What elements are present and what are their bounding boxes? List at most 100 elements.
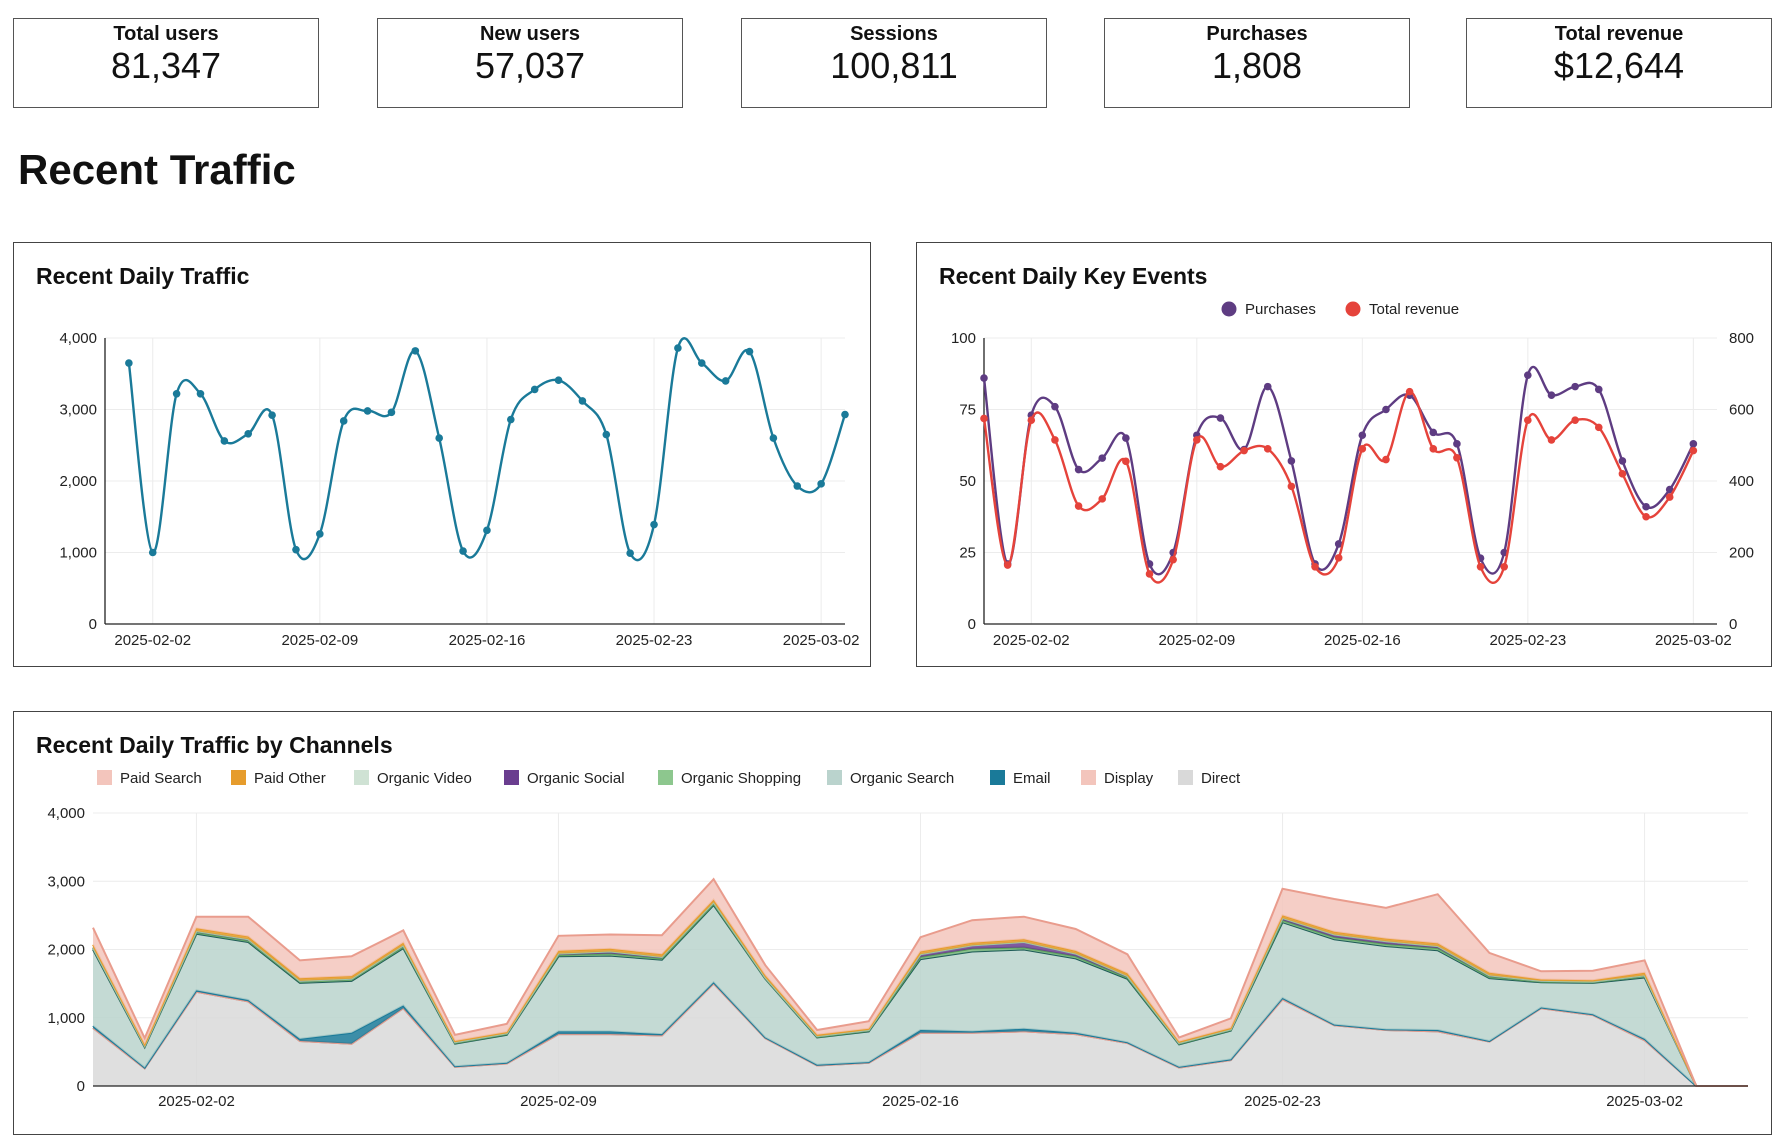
data-point [1453, 440, 1461, 448]
data-point [1429, 428, 1438, 437]
data-point [602, 430, 611, 439]
data-point [435, 434, 443, 442]
kpi-new-users: New users 57,037 [377, 18, 683, 108]
legend-label: Paid Other [254, 770, 326, 787]
x-tick-label: 2025-02-09 [281, 632, 358, 649]
kpi-value: 57,037 [474, 45, 586, 86]
data-point [1524, 416, 1532, 425]
data-point [1169, 555, 1177, 564]
y-tick-label: 400 [1729, 473, 1754, 490]
data-point [1122, 457, 1130, 466]
y-tick-label: 600 [1729, 402, 1754, 419]
data-point [1642, 512, 1650, 521]
x-tick-label: 2025-02-09 [1158, 632, 1235, 649]
data-point [1263, 382, 1272, 391]
data-point [1334, 554, 1343, 562]
y-tick-label: 2,000 [59, 473, 97, 490]
data-point [196, 389, 205, 398]
data-point [1382, 455, 1390, 464]
traffic-by-channels-chart: 0 1,000 2,000 3,000 4,000 2025-02-02 2025-02-0… [47, 770, 1748, 1110]
data-point [125, 359, 133, 367]
legend-label: Paid Search [120, 770, 202, 787]
data-point [1098, 454, 1107, 462]
data-point [980, 414, 988, 423]
data-point [674, 344, 682, 352]
data-point [1334, 540, 1343, 548]
data-point [483, 526, 491, 535]
data-point [769, 434, 778, 442]
y-tick-label: 3,000 [59, 402, 97, 419]
legend-swatch [97, 770, 112, 785]
chart-card-daily-traffic: Recent Daily Traffic 0 1,000 2,000 3,000 4,0… [13, 242, 871, 667]
chart-title: Recent Daily Traffic by Channels [36, 732, 393, 758]
x-tick-label: 2025-03-02 [1606, 1093, 1683, 1110]
legend-label: Organic Social [527, 770, 625, 787]
chart-title: Recent Daily Key Events [939, 263, 1208, 289]
data-point [793, 482, 802, 490]
data-point [578, 397, 587, 405]
daily-traffic-chart: 0 1,000 2,000 3,000 4,000 2025-02-02 2025-02-0… [59, 330, 860, 649]
data-point [1358, 431, 1367, 440]
data-point [1145, 570, 1154, 578]
data-point [1216, 414, 1225, 422]
data-point [1051, 436, 1059, 444]
legend-marker [1345, 301, 1361, 317]
data-point [1689, 440, 1698, 448]
chart-title: Recent Daily Traffic [36, 263, 250, 289]
data-point [363, 407, 372, 415]
kpi-sessions: Sessions 100,811 [741, 18, 1047, 108]
data-point [316, 530, 324, 538]
data-point [841, 410, 849, 419]
legend-label: Organic Shopping [681, 770, 801, 787]
data-point [1547, 391, 1556, 399]
kpi-total-revenue: Total revenue $12,644 [1466, 18, 1772, 108]
y-tick-label: 25 [959, 545, 976, 562]
legend-swatch [658, 770, 673, 785]
kpi-label: Total users [113, 23, 219, 45]
data-point [1287, 482, 1296, 491]
data-point [626, 549, 634, 558]
data-point [459, 547, 467, 555]
y-tick-label: 0 [89, 616, 97, 633]
data-point [1263, 445, 1272, 453]
data-point [1122, 434, 1130, 442]
data-point [292, 545, 300, 554]
data-point [1524, 371, 1532, 379]
y-tick-label: 4,000 [47, 805, 85, 822]
legend-swatch [1081, 770, 1096, 785]
data-point [1193, 436, 1201, 444]
data-point [1500, 563, 1508, 571]
data-point [1453, 453, 1461, 462]
kpi-label: Total revenue [1554, 23, 1684, 45]
legend-swatch [827, 770, 842, 785]
data-point [1476, 563, 1485, 571]
data-point [721, 377, 730, 385]
data-point [650, 520, 658, 529]
area-paid-search [93, 879, 1748, 1086]
data-point [817, 480, 825, 488]
chart-card-traffic-by-channels: Recent Daily Traffic by Channels 0 1,000 2… [13, 711, 1772, 1135]
data-point [1642, 502, 1650, 511]
data-point [745, 347, 754, 356]
series-line-sessions [127, 337, 847, 562]
data-point [1665, 493, 1674, 501]
area-direct [93, 983, 1748, 1086]
y-tick-label: 4,000 [59, 330, 97, 347]
y-tick-label: 1,000 [59, 545, 97, 562]
x-tick-label: 2025-02-09 [520, 1093, 597, 1110]
y-tick-label: 0 [1729, 616, 1737, 633]
data-point [1240, 446, 1248, 455]
x-tick-label: 2025-03-02 [783, 632, 860, 649]
legend-swatch [1178, 770, 1193, 785]
kpi-total-users: Total users 81,347 [13, 18, 319, 108]
y-tick-label: 1,000 [47, 1010, 85, 1027]
data-point [411, 347, 420, 355]
data-point [268, 411, 276, 420]
data-point [1689, 446, 1698, 455]
data-point [1594, 385, 1603, 394]
data-point [1003, 561, 1012, 569]
x-tick-label: 2025-02-16 [882, 1093, 959, 1110]
data-point [1074, 465, 1083, 474]
kpi-label: Purchases [1206, 23, 1308, 45]
x-tick-label: 2025-03-02 [1655, 632, 1732, 649]
